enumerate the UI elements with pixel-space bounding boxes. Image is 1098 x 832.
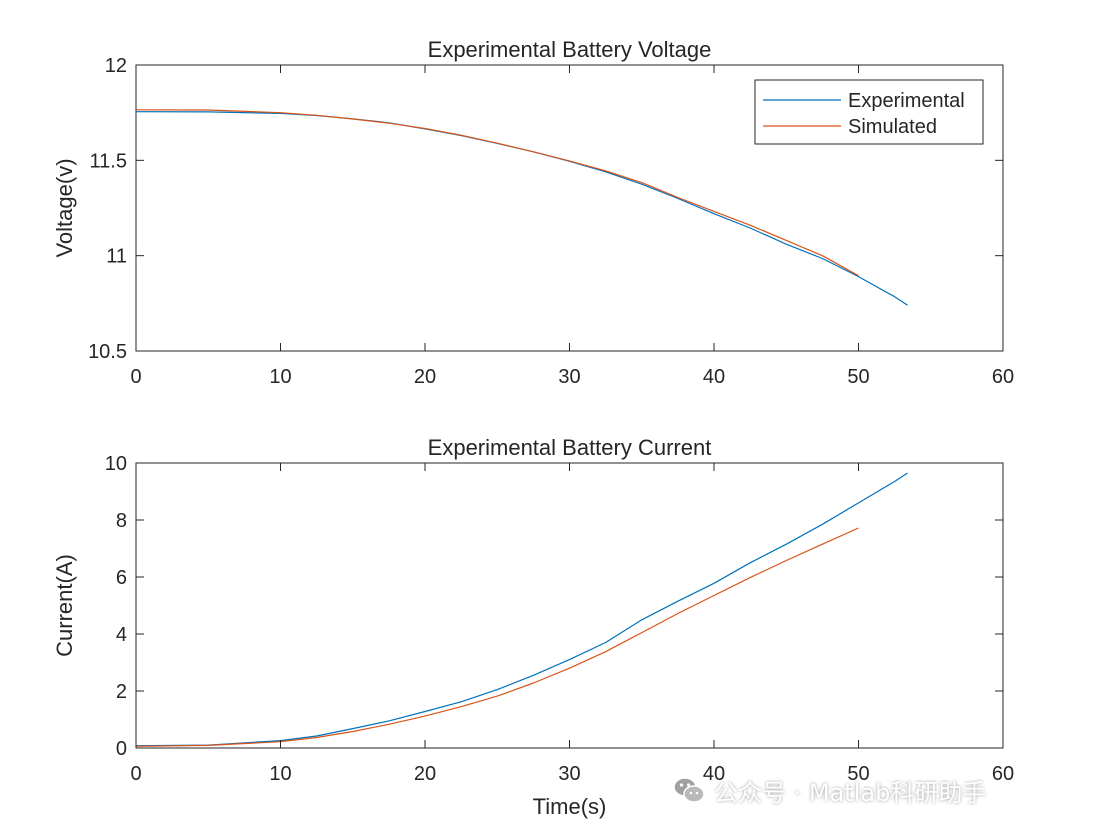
y-tick-label: 10.5 — [88, 341, 127, 363]
y-tick-label: 8 — [116, 510, 127, 532]
y-tick-label: 11.5 — [90, 150, 127, 172]
series-line-experimental — [135, 472, 908, 747]
x-tick-label: 40 — [703, 366, 725, 388]
legend-label-simulated: Simulated — [848, 116, 937, 138]
x-tick-label: 10 — [269, 763, 291, 785]
chart-title: Experimental Battery Current — [428, 435, 712, 460]
x-tick-label: 20 — [414, 366, 436, 388]
y-tick-label: 0 — [116, 738, 127, 760]
x-tick-label: 60 — [992, 366, 1014, 388]
y-axis-label: Current(A) — [52, 554, 77, 657]
x-tick-label: 0 — [130, 366, 141, 388]
x-axis-label: Time(s) — [533, 794, 607, 819]
y-tick-label: 12 — [105, 55, 127, 77]
axes-1: 0 10 20 30 40 50 60 10.5 11 11.5 12 Experimental Ba… — [52, 37, 1014, 388]
axes-2: 0 10 20 30 40 50 60 0 2 4 6 8 10 Experimental Battery… — [52, 435, 1014, 819]
series-line-simulated — [135, 109, 859, 277]
x-tick-label: 60 — [992, 763, 1014, 785]
chart-title: Experimental Battery Voltage — [428, 37, 712, 62]
y-axis-label: Voltage(v) — [52, 158, 77, 257]
legend-label-experimental: Experimental — [848, 90, 965, 112]
x-tick-label: 30 — [558, 763, 580, 785]
series-line-simulated — [135, 527, 859, 747]
y-tick-label: 4 — [116, 624, 127, 646]
x-tick-label: 0 — [130, 763, 141, 785]
x-tick-label: 20 — [414, 763, 436, 785]
x-tick-label: 30 — [558, 366, 580, 388]
y-tick-label: 2 — [116, 681, 127, 703]
x-tick-label: 10 — [269, 366, 291, 388]
y-tick-label: 6 — [116, 567, 127, 589]
x-tick-label: 40 — [703, 763, 725, 785]
watermark-text: 公众号 · Matlab科研助手 — [714, 778, 987, 807]
x-tick-label: 50 — [847, 763, 869, 785]
wechat-icon — [673, 777, 705, 803]
legend: Experimental Simulated — [754, 79, 984, 145]
y-tick-label: 11 — [106, 246, 127, 268]
x-tick-label: 50 — [847, 366, 869, 388]
watermark: 公众号 · Matlab科研助手 — [672, 772, 986, 808]
plot-area — [135, 462, 1004, 749]
y-tick-label: 10 — [105, 453, 127, 475]
legend-box — [754, 79, 984, 145]
